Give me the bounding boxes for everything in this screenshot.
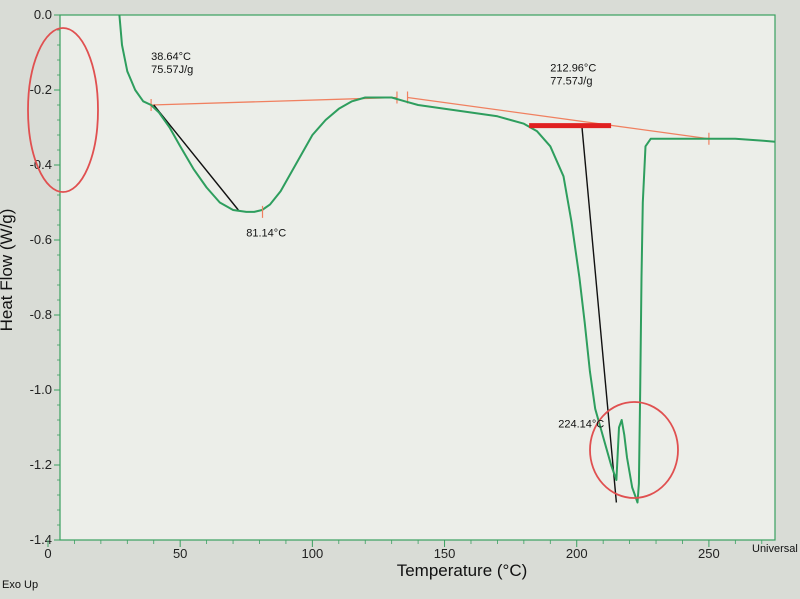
annotation-text: 38.64°C [151,51,191,63]
annotation-text: 224.14°C [558,419,604,431]
tangent-line [153,104,239,211]
baselines [150,91,710,145]
highlight-circle-left [27,27,99,193]
annotation-text: 81.14°C [246,227,286,239]
x-tick-label: 250 [698,546,720,561]
heat-flow-series [118,15,775,504]
y-tick-label: -1.4 [30,532,52,547]
y-tick-label: -1.0 [30,382,52,397]
x-tick-label: 0 [44,546,51,561]
annotation-text: 75.57J/g [151,64,193,76]
y-tick-label: -0.6 [30,232,52,247]
tangent-line [581,127,618,503]
y-tick-label: 0.0 [34,7,52,22]
x-tick-label: 100 [302,546,324,561]
heat-flow-line [118,15,775,504]
annotation-text: 77.57J/g [550,75,592,87]
baseline-line [407,96,709,140]
y-axis-label: Heat Flow (W/g) [0,209,16,332]
x-tick-label: 200 [566,546,588,561]
x-tick-label: 150 [434,546,456,561]
x-axis-ticks: 0 50 100 150 200 250 [44,540,763,561]
tangent-lines [153,104,618,503]
baseline-line [151,96,397,106]
x-axis-label: Temperature (°C) [397,561,528,580]
plot-area [59,14,776,541]
y-tick-label: -0.4 [30,157,52,172]
y-tick-label: -0.8 [30,307,52,322]
y-axis-ticks: 0.0 -0.2 -0.4 -0.6 -0.8 -1.0 -1.2 -1.4 [30,7,60,547]
annotation-text: 212.96°C [550,62,596,74]
x-tick-label: 50 [173,546,187,561]
highlight-circle-right [589,401,679,499]
y-tick-label: -0.2 [30,82,52,97]
exo-up-label: Exo Up [2,579,38,591]
annotations: 38.64°C75.57J/g 81.14°C 212.96°C77.57J/g 22… [151,51,604,431]
y-tick-label: -1.2 [30,457,52,472]
universal-label: Universal [752,543,798,555]
